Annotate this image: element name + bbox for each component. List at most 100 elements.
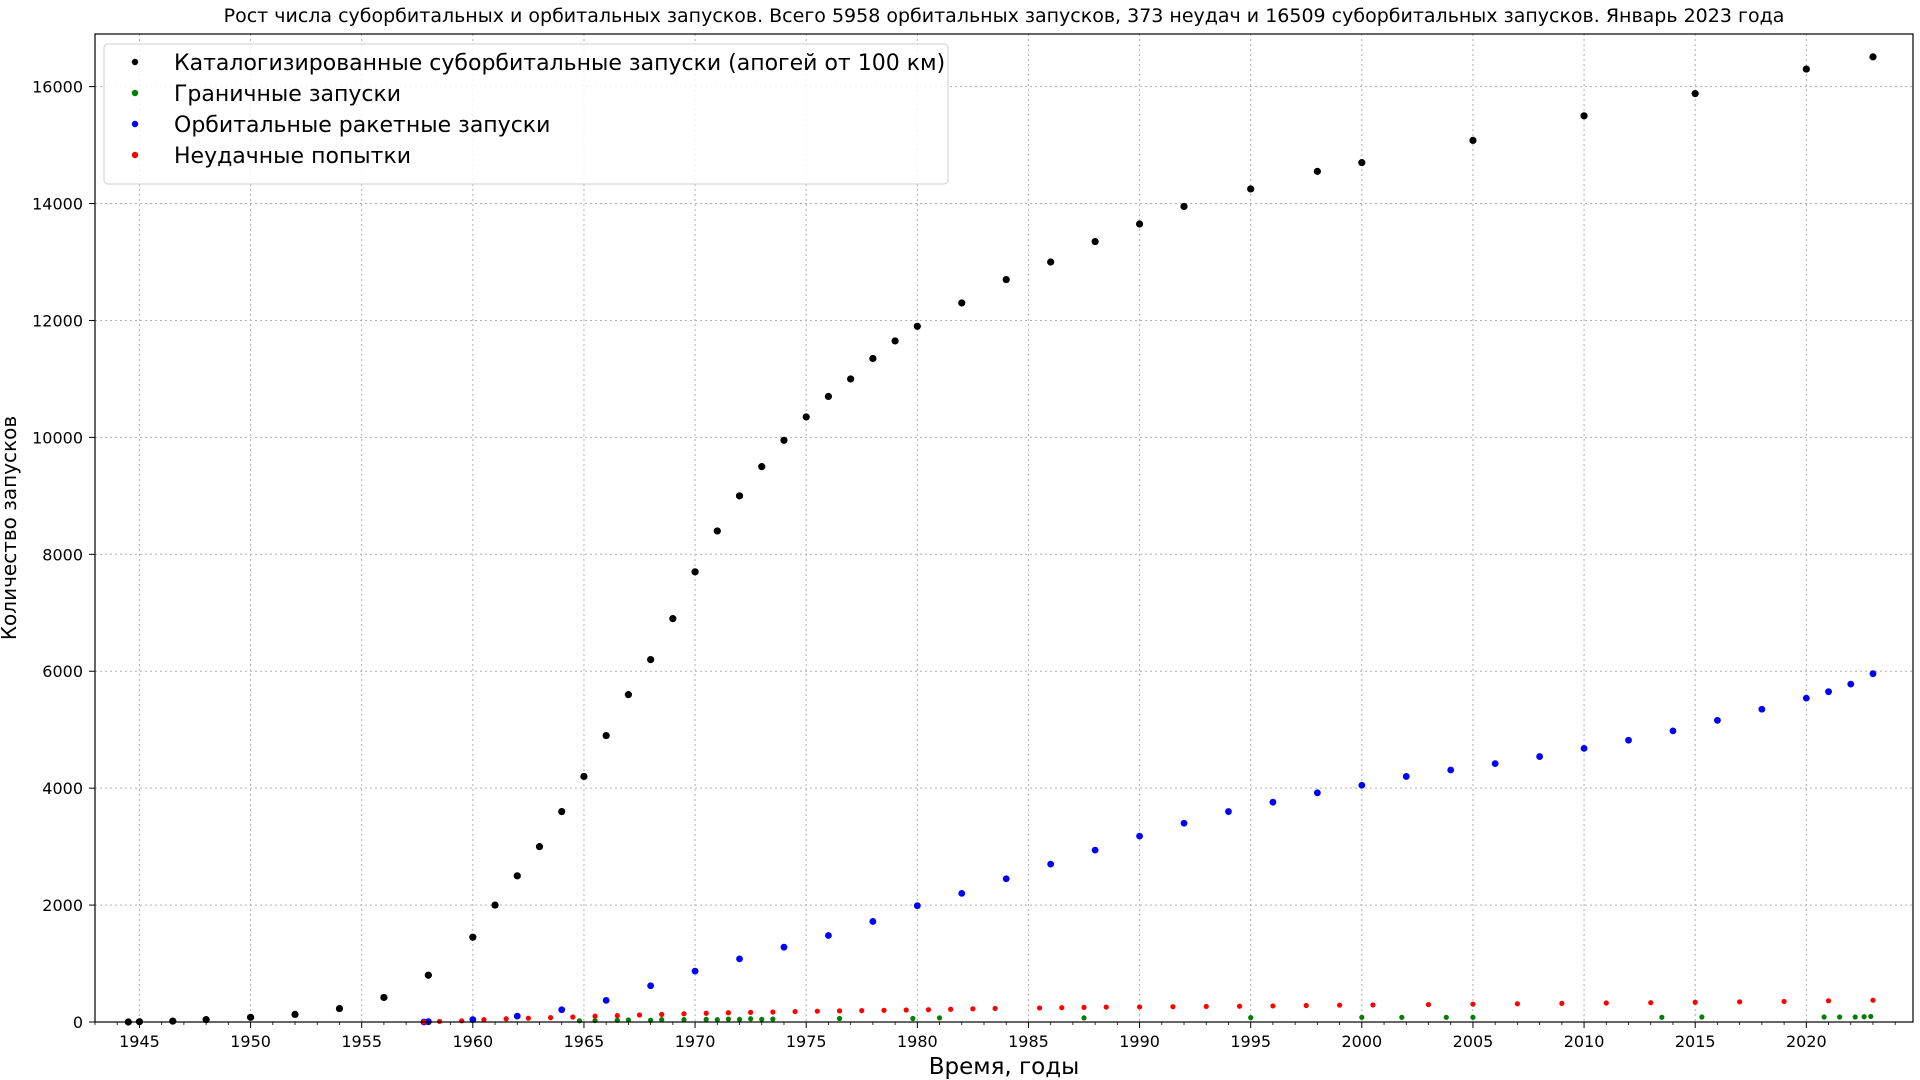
data-point <box>1336 1002 1343 1008</box>
data-point <box>647 982 655 990</box>
data-point <box>1691 90 1699 98</box>
data-point <box>513 872 521 880</box>
data-point <box>1203 1003 1209 1010</box>
data-point <box>1852 1014 1858 1020</box>
data-point <box>647 655 655 664</box>
data-point <box>1669 727 1677 735</box>
x-tick-label: 2000 <box>1341 1032 1382 1051</box>
data-point <box>602 996 610 1004</box>
data-point <box>459 1018 465 1024</box>
y-tick-label: 2000 <box>42 896 83 915</box>
data-point <box>1180 819 1188 827</box>
data-point <box>1136 832 1143 840</box>
data-point <box>1248 1015 1254 1021</box>
data-point <box>558 1006 566 1014</box>
data-point <box>735 492 744 500</box>
data-point <box>759 1016 765 1022</box>
data-point <box>1103 1004 1109 1010</box>
data-point <box>1699 1014 1705 1020</box>
data-point <box>1358 781 1366 789</box>
data-point <box>636 1012 643 1018</box>
data-point <box>548 1015 554 1021</box>
data-point <box>469 933 477 941</box>
data-point <box>1861 1014 1867 1020</box>
data-point <box>913 902 921 910</box>
data-point <box>770 1009 776 1015</box>
data-point <box>1758 705 1766 713</box>
data-point <box>691 568 699 576</box>
data-point <box>913 322 921 330</box>
legend-marker <box>131 151 139 159</box>
data-point <box>1603 1000 1609 1006</box>
y-tick-label: 4000 <box>42 779 83 798</box>
y-tick-label: 14000 <box>32 195 83 214</box>
data-point <box>958 889 966 897</box>
data-point <box>681 1011 687 1017</box>
data-point <box>669 615 677 623</box>
legend-label: Орбитальные ракетные запуски <box>174 113 550 138</box>
data-point <box>1802 65 1810 73</box>
data-point <box>758 463 766 471</box>
data-point <box>770 1016 776 1022</box>
data-point <box>1247 185 1255 193</box>
x-tick-label: 1970 <box>675 1032 716 1051</box>
data-point <box>592 1013 598 1019</box>
data-point <box>169 1017 177 1025</box>
legend-label: Граничные запуски <box>174 82 401 107</box>
data-point <box>1825 688 1832 696</box>
x-tick-label: 1955 <box>341 1032 382 1051</box>
legend-box <box>103 43 949 185</box>
data-point <box>1036 1005 1043 1011</box>
data-point <box>1059 1005 1065 1011</box>
data-point <box>859 1008 865 1014</box>
data-point <box>925 1007 932 1013</box>
data-point <box>625 1017 631 1023</box>
data-point <box>1847 680 1855 688</box>
data-point <box>780 436 788 444</box>
data-point <box>1313 789 1321 797</box>
x-tick-label: 1950 <box>230 1032 271 1051</box>
data-point <box>580 772 588 781</box>
data-point <box>1692 999 1698 1005</box>
data-point <box>1270 1003 1276 1009</box>
data-point <box>1313 167 1321 175</box>
data-point <box>869 354 877 363</box>
data-point <box>1002 275 1010 284</box>
chart-title: Рост числа суборбитальных и орбитальных … <box>224 5 1785 27</box>
y-tick-label: 8000 <box>42 545 83 564</box>
data-point <box>558 807 566 816</box>
x-tick-label: 1980 <box>897 1032 938 1051</box>
data-point <box>1425 1001 1432 1008</box>
data-point <box>424 971 432 979</box>
data-point <box>1821 1014 1827 1020</box>
data-point <box>1802 694 1810 702</box>
data-point <box>725 1010 732 1016</box>
x-axis-label: Время, годы <box>929 1054 1080 1080</box>
data-point <box>481 1017 487 1023</box>
data-point <box>748 1009 754 1015</box>
data-point <box>703 1010 709 1016</box>
x-tick-label: 2015 <box>1675 1032 1716 1051</box>
data-point <box>910 1015 916 1022</box>
data-point <box>1002 875 1010 883</box>
data-point <box>936 1015 943 1021</box>
x-tick-label: 1945 <box>119 1032 160 1051</box>
data-point <box>1869 53 1877 61</box>
data-point <box>1081 1015 1087 1021</box>
data-point <box>659 1017 665 1023</box>
data-point <box>736 955 743 963</box>
data-point <box>1359 1014 1365 1020</box>
data-point <box>1837 1014 1843 1020</box>
data-point <box>614 1012 620 1019</box>
data-point <box>703 1016 709 1022</box>
data-point <box>576 1018 583 1024</box>
data-point <box>681 1017 687 1023</box>
data-point <box>380 993 388 1002</box>
data-point <box>1469 136 1477 144</box>
data-point <box>1047 258 1055 266</box>
data-point <box>513 1012 521 1020</box>
data-point <box>970 1006 976 1012</box>
x-tick-label: 1965 <box>564 1032 605 1051</box>
data-point <box>958 299 966 307</box>
